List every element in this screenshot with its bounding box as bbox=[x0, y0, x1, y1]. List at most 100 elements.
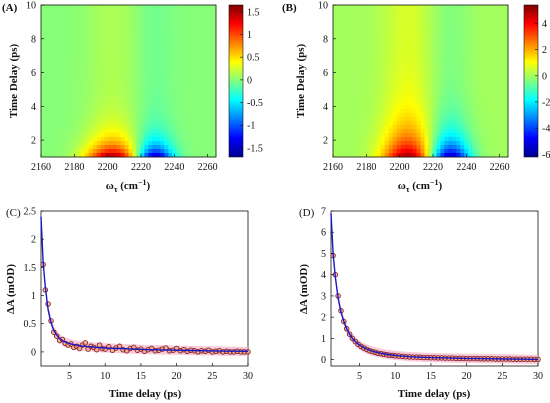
heatmap-cell bbox=[456, 13, 461, 18]
heatmap-cell bbox=[333, 65, 338, 70]
heatmap-cell bbox=[448, 149, 453, 154]
heatmap-cell bbox=[448, 53, 453, 58]
y-tick-label: 2 bbox=[31, 235, 36, 246]
heatmap-cell bbox=[48, 149, 54, 154]
heatmap-cell bbox=[204, 49, 209, 54]
heatmap-cell bbox=[100, 17, 106, 22]
heatmap-cell bbox=[92, 65, 98, 70]
heatmap-cell bbox=[412, 29, 417, 34]
heatmap-cell bbox=[360, 145, 366, 150]
heatmap-cell bbox=[472, 73, 477, 78]
heatmap-cell bbox=[41, 101, 46, 106]
heatmap-cell bbox=[456, 73, 461, 78]
heatmap-cell bbox=[156, 65, 161, 70]
heatmap-cell bbox=[204, 141, 209, 146]
heatmap-cell bbox=[468, 109, 473, 114]
heatmap-cell bbox=[372, 49, 378, 54]
heatmap-cell bbox=[356, 93, 362, 98]
heatmap-cell bbox=[140, 89, 145, 94]
heatmap-cell bbox=[480, 133, 485, 138]
heatmap-cell bbox=[368, 85, 374, 90]
heatmap-cell bbox=[500, 105, 505, 110]
heatmap-cell bbox=[416, 73, 421, 78]
heatmap-cell bbox=[80, 21, 86, 26]
heatmap-cell bbox=[380, 149, 386, 154]
heatmap-cell bbox=[128, 153, 133, 158]
heatmap-cell bbox=[352, 45, 358, 50]
heatmap-cell bbox=[41, 17, 46, 22]
heatmap-cell bbox=[392, 109, 398, 114]
heatmap-cell bbox=[452, 37, 457, 42]
heatmap-cell bbox=[104, 29, 110, 34]
heatmap-cell bbox=[148, 29, 153, 34]
heatmap-cell bbox=[192, 13, 197, 18]
heatmap-cell bbox=[408, 73, 413, 78]
heatmap-cell bbox=[80, 65, 86, 70]
heatmap-cell bbox=[376, 13, 382, 18]
x-tick-label: 2240 bbox=[456, 162, 476, 173]
heatmap-cell bbox=[388, 149, 394, 154]
heatmap-cell bbox=[424, 97, 429, 102]
heatmap-cell bbox=[136, 41, 141, 46]
heatmap-cell bbox=[76, 21, 82, 26]
heatmap-cell bbox=[208, 29, 213, 34]
heatmap-cell bbox=[208, 21, 213, 26]
heatmap-cell bbox=[188, 13, 193, 18]
heatmap-cell bbox=[468, 37, 473, 42]
heatmap-cell bbox=[108, 73, 113, 78]
heatmap-cell bbox=[200, 81, 205, 86]
heatmap-cell bbox=[376, 25, 382, 30]
heatmap-cell bbox=[172, 37, 177, 42]
y-tick-label: 2 bbox=[321, 313, 326, 324]
heatmap-cell bbox=[452, 121, 457, 126]
heatmap-cell bbox=[392, 65, 398, 70]
heatmap-cell bbox=[144, 101, 149, 106]
heatmap-cell bbox=[172, 61, 177, 66]
heatmap-cell bbox=[384, 93, 390, 98]
heatmap-cell bbox=[140, 69, 145, 74]
heatmap-cell bbox=[432, 17, 437, 22]
heatmap-cell bbox=[41, 65, 46, 70]
heatmap-cell bbox=[360, 125, 366, 130]
heatmap-cell bbox=[148, 65, 153, 70]
heatmap-cell bbox=[388, 21, 394, 26]
heatmap-cell bbox=[204, 57, 209, 62]
heatmap-cell bbox=[132, 45, 137, 50]
heatmap-cell bbox=[192, 121, 197, 126]
heatmap-cell bbox=[164, 69, 169, 74]
heatmap-cell bbox=[340, 57, 346, 62]
heatmap-cell bbox=[456, 105, 461, 110]
heatmap-cell bbox=[60, 9, 66, 14]
heatmap-cell bbox=[380, 137, 386, 142]
heatmap-cell bbox=[152, 45, 157, 50]
heatmap-cell bbox=[140, 25, 145, 30]
heatmap-cell bbox=[396, 153, 402, 158]
heatmap-cell bbox=[44, 29, 50, 34]
heatmap-cell bbox=[344, 109, 350, 114]
heatmap-cell bbox=[160, 105, 165, 110]
heatmap-cell bbox=[492, 65, 497, 70]
heatmap-cell bbox=[92, 105, 98, 110]
heatmap-cell bbox=[152, 9, 157, 14]
heatmap-cell bbox=[52, 101, 58, 106]
heatmap-cell bbox=[80, 13, 86, 18]
heatmap-cell bbox=[436, 17, 441, 22]
heatmap-cell bbox=[348, 41, 354, 46]
heatmap-cell bbox=[340, 45, 346, 50]
heatmap-cell bbox=[176, 45, 181, 50]
heatmap-cell bbox=[472, 153, 477, 158]
heatmap-cell bbox=[400, 53, 405, 58]
heatmap-cell bbox=[432, 61, 437, 66]
heatmap-cell bbox=[456, 33, 461, 38]
heatmap-cell bbox=[336, 125, 342, 130]
heatmap-cell bbox=[180, 113, 185, 118]
heatmap-cell bbox=[44, 89, 50, 94]
heatmap-cell bbox=[168, 61, 173, 66]
heatmap-cell bbox=[448, 133, 453, 138]
heatmap-cell bbox=[168, 101, 173, 106]
heatmap-cell bbox=[364, 93, 370, 98]
heatmap-cell bbox=[168, 73, 173, 78]
heatmap-cell bbox=[96, 49, 102, 54]
heatmap-cell bbox=[448, 73, 453, 78]
heatmap-cell bbox=[376, 21, 382, 26]
